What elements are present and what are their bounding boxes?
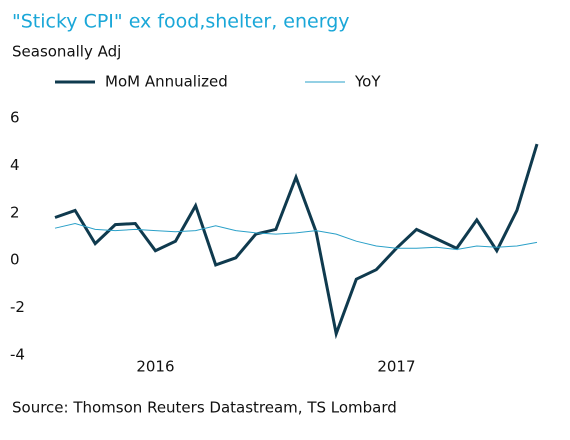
legend-label: YoY bbox=[354, 73, 381, 91]
x-tick-label: 2016 bbox=[136, 358, 174, 376]
y-tick-label: 2 bbox=[10, 203, 20, 221]
series-line bbox=[54, 222, 538, 251]
y-tick-label: 4 bbox=[10, 156, 20, 174]
source-note: Source: Thomson Reuters Datastream, TS L… bbox=[12, 399, 397, 417]
y-tick-label: 6 bbox=[10, 109, 20, 127]
legend-label: MoM Annualized bbox=[105, 73, 228, 91]
chart-subtitle: Seasonally Adj bbox=[12, 43, 121, 61]
x-tick-label: 2017 bbox=[377, 358, 415, 376]
chart-title: "Sticky CPI" ex food,shelter, energy bbox=[12, 11, 350, 33]
y-tick-label: -2 bbox=[10, 298, 25, 316]
y-tick-label: -4 bbox=[10, 346, 25, 364]
y-tick-label: 0 bbox=[10, 251, 20, 269]
series-line bbox=[54, 143, 539, 340]
